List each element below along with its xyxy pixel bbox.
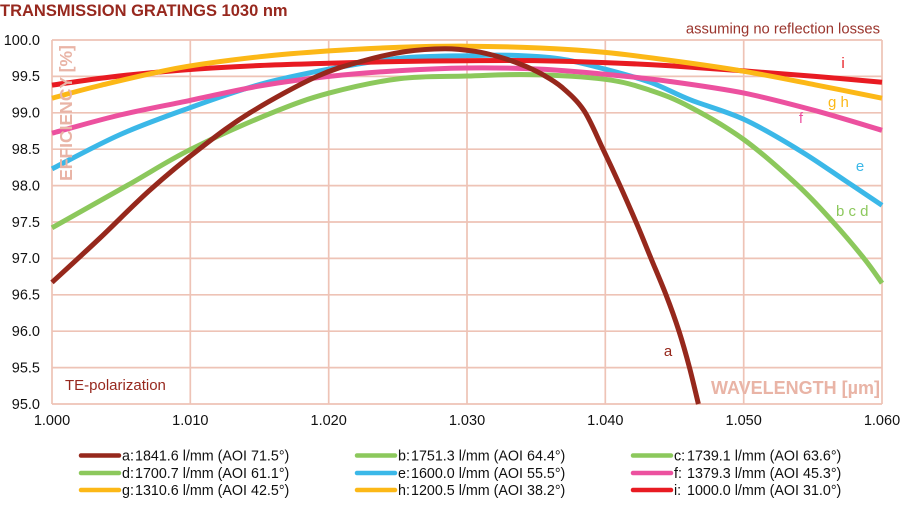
svg-text:1739.1 l/mm (AOI 63.6°): 1739.1 l/mm (AOI 63.6°) [687, 449, 841, 465]
svg-text:1.050: 1.050 [726, 413, 762, 429]
svg-text:a: a [664, 343, 673, 360]
svg-text:1.030: 1.030 [449, 413, 485, 429]
svg-text:b c d: b c d [836, 203, 869, 220]
svg-text:1000.0 l/mm (AOI 31.0°): 1000.0 l/mm (AOI 31.0°) [687, 483, 841, 499]
svg-text:EFFICIENCY [%]: EFFICIENCY [%] [56, 45, 76, 181]
svg-text:96.0: 96.0 [12, 324, 40, 340]
svg-text:c:: c: [674, 449, 685, 465]
svg-text:g h: g h [828, 94, 849, 111]
svg-text:100.0: 100.0 [4, 33, 40, 49]
svg-text:1700.7 l/mm (AOI 61.1°): 1700.7 l/mm (AOI 61.1°) [135, 466, 289, 482]
svg-text:98.5: 98.5 [12, 142, 40, 158]
svg-text:1.020: 1.020 [311, 413, 347, 429]
svg-text:assuming no reflection losses: assuming no reflection losses [686, 22, 880, 38]
svg-text:1.000: 1.000 [34, 413, 70, 429]
svg-text:95.0: 95.0 [12, 397, 40, 413]
svg-text:i:: i: [674, 483, 681, 499]
svg-text:97.5: 97.5 [12, 215, 40, 231]
svg-text:99.5: 99.5 [12, 69, 40, 85]
svg-text:f: f [799, 110, 804, 127]
svg-text:h:: h: [398, 483, 410, 499]
svg-text:b:: b: [398, 449, 410, 465]
svg-text:1.010: 1.010 [172, 413, 208, 429]
svg-text:97.0: 97.0 [12, 251, 40, 267]
svg-text:1200.5 l/mm (AOI 38.2°): 1200.5 l/mm (AOI 38.2°) [411, 483, 565, 499]
svg-text:1600.0 l/mm (AOI 55.5°): 1600.0 l/mm (AOI 55.5°) [411, 466, 565, 482]
svg-text:1310.6 l/mm (AOI 42.5°): 1310.6 l/mm (AOI 42.5°) [135, 483, 289, 499]
svg-text:e:: e: [398, 466, 410, 482]
svg-text:i: i [841, 55, 844, 72]
svg-text:1751.3 l/mm (AOI 64.4°): 1751.3 l/mm (AOI 64.4°) [411, 449, 565, 465]
svg-text:d:: d: [122, 466, 134, 482]
svg-text:TRANSMISSION GRATINGS 1030 nm: TRANSMISSION GRATINGS 1030 nm [0, 2, 288, 20]
svg-text:WAVELENGTH [µm]: WAVELENGTH [µm] [711, 378, 880, 398]
svg-text:1379.3 l/mm (AOI 45.3°): 1379.3 l/mm (AOI 45.3°) [687, 466, 841, 482]
svg-text:96.5: 96.5 [12, 288, 40, 304]
svg-text:98.0: 98.0 [12, 178, 40, 194]
svg-text:e: e [856, 158, 864, 175]
svg-text:99.0: 99.0 [12, 106, 40, 122]
svg-text:f:: f: [674, 466, 682, 482]
svg-text:TE-polarization: TE-polarization [65, 377, 166, 394]
svg-text:95.5: 95.5 [12, 360, 40, 376]
svg-text:1.040: 1.040 [587, 413, 623, 429]
svg-text:1.060: 1.060 [864, 413, 900, 429]
svg-text:1841.6 l/mm (AOI 71.5°): 1841.6 l/mm (AOI 71.5°) [135, 449, 289, 465]
svg-text:g:: g: [122, 483, 134, 499]
svg-text:a:: a: [122, 449, 134, 465]
